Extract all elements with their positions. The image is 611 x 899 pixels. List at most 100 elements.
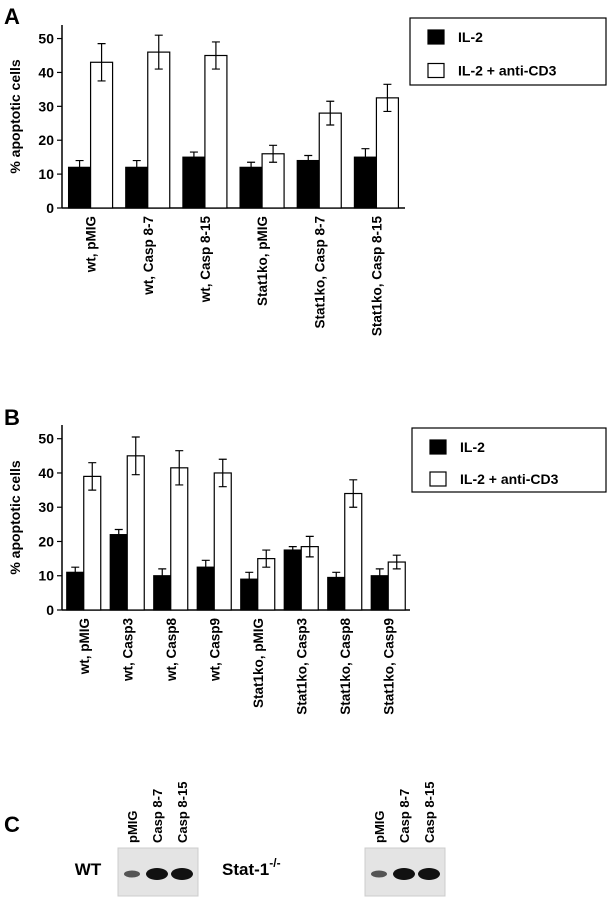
bar [182,156,206,209]
x-tick-label: wt, Casp 8-7 [141,216,156,296]
lane-label: Casp 8-15 [422,782,437,843]
x-tick-label: Stat1ko, Casp 8-15 [369,216,384,337]
error-bar [392,554,401,570]
y-tick-label: 40 [38,465,54,481]
y-tick-label: 20 [38,132,54,148]
blot-label: Stat-1-/- [222,856,281,879]
bar [147,51,171,209]
panel-label: C [4,812,20,837]
blot-band [393,868,415,880]
y-tick-label: 50 [38,431,54,447]
error-bar [75,159,84,175]
y-tick-label: 10 [38,568,54,584]
bar [213,472,232,611]
x-tick-label: Stat1ko, pMIG [251,618,266,708]
bar [375,97,400,209]
error-bar [332,571,341,584]
error-bar [361,148,370,167]
error-bar [211,41,220,70]
error-bar [131,436,140,476]
legend-swatch [429,471,447,487]
blot-label-superscript: -/- [269,856,280,870]
x-tick-label: wt, Casp 8-15 [198,216,213,304]
y-tick-label: 50 [38,31,54,47]
lane-label: Casp 8-7 [150,789,165,843]
x-tick-label: wt, Casp8 [164,618,179,683]
x-tick-label: Stat1ko, pMIG [255,216,270,306]
x-tick-label: wt, pMIG [84,216,99,273]
legend-swatch [427,29,445,45]
y-tick-label: 0 [46,200,54,216]
legend-label: IL-2 [458,29,483,45]
blot-band [146,868,168,880]
legend-label: IL-2 [460,439,485,455]
error-bar [114,528,123,541]
legend-swatch [427,62,445,79]
panel-label: A [4,4,20,29]
bar [239,166,263,209]
error-bar [349,479,358,508]
error-bar [97,43,106,82]
error-bar [245,571,254,587]
x-tick-label: Stat1ko, Casp3 [294,618,309,715]
bar [126,455,145,611]
y-tick-label: 40 [38,64,54,80]
error-bar [326,100,335,126]
error-bar [305,535,314,558]
error-bar [189,151,198,163]
bar [283,549,302,611]
y-tick-label: 0 [46,602,54,618]
error-bar [304,154,313,167]
error-bar [71,566,80,579]
x-tick-label: wt, Casp3 [120,618,135,683]
blot-label: WT [75,860,102,879]
bar [296,159,320,209]
panel-label: B [4,405,20,430]
error-bar [383,83,392,113]
bar [170,467,189,611]
legend-swatch [429,439,447,455]
blot-band [371,870,387,878]
blot-band [171,868,193,880]
lane-label: Casp 8-15 [175,782,190,843]
error-bar [262,549,271,568]
x-tick-label: Stat1ko, Casp9 [381,618,396,715]
error-bar [201,559,210,575]
bar [83,475,102,611]
bar [204,54,228,209]
x-tick-label: Stat1ko, Casp 8-7 [312,216,327,329]
lane-label: Casp 8-7 [397,789,412,843]
blot-band [418,868,440,880]
bar [344,492,363,611]
error-bar [88,462,97,491]
lane-label: pMIG [372,811,387,844]
error-bar [269,144,278,163]
error-bar [288,546,297,555]
x-tick-label: wt, Casp9 [207,618,222,682]
error-bar [154,34,163,70]
blot-label-text: WT [75,860,102,879]
y-tick-label: 10 [38,166,54,182]
legend-label: IL-2 + anti-CD3 [460,471,559,487]
y-tick-label: 20 [38,533,54,549]
error-bar [158,568,167,584]
error-bar [247,161,256,174]
legend-label: IL-2 + anti-CD3 [458,63,557,79]
error-bar [132,159,141,175]
y-axis-label: % apoptotic cells [7,460,23,575]
y-tick-label: 30 [38,98,54,114]
x-tick-label: wt, pMIG [77,618,92,675]
error-bar [375,568,384,584]
bar [318,112,342,209]
lane-label: pMIG [125,811,140,844]
blot-band [124,870,140,878]
bar [89,61,114,209]
y-tick-label: 30 [38,499,54,515]
error-bar [175,450,184,486]
y-axis-label: % apoptotic cells [7,59,23,174]
x-tick-label: Stat1ko, Casp8 [338,618,353,715]
error-bar [218,458,227,488]
bar [109,534,128,611]
